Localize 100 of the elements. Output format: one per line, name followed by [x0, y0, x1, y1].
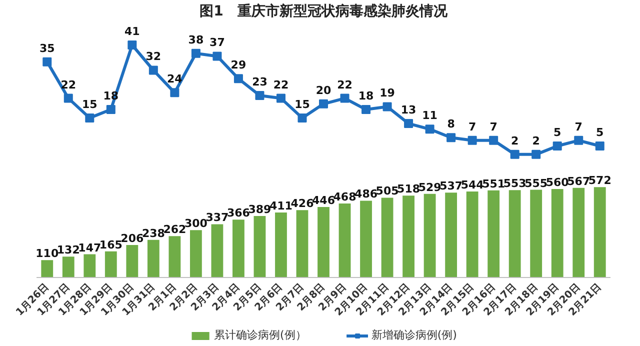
- data-label: 529: [418, 180, 442, 194]
- data-label: 366: [226, 206, 250, 220]
- point: [532, 150, 541, 159]
- point: [595, 142, 604, 150]
- data-label: 22: [337, 78, 352, 92]
- bar: [508, 190, 521, 278]
- data-label: 37: [210, 36, 225, 50]
- point: [382, 102, 392, 112]
- bar: [381, 198, 394, 278]
- point: [298, 113, 307, 122]
- point: [574, 136, 584, 145]
- point: [170, 88, 180, 98]
- data-label: 5: [554, 126, 562, 139]
- data-label: 551: [482, 177, 506, 190]
- bar: [530, 190, 542, 278]
- point: [362, 105, 371, 114]
- bar: [126, 244, 138, 278]
- data-label: 468: [333, 190, 356, 204]
- data-label: 446: [312, 194, 336, 208]
- bar: [41, 260, 54, 278]
- data-label: 7: [490, 120, 498, 134]
- bar: [466, 192, 478, 278]
- data-label: 5: [596, 126, 604, 139]
- data-label: 22: [60, 78, 76, 92]
- data-label: 560: [546, 176, 570, 189]
- point: [64, 94, 73, 103]
- data-label: 300: [184, 217, 208, 230]
- bar: [211, 224, 224, 278]
- data-label: 15: [82, 98, 98, 111]
- point: [234, 74, 243, 84]
- data-label: 19: [380, 86, 395, 100]
- bar: [572, 188, 585, 278]
- point: [85, 113, 94, 122]
- point: [446, 133, 456, 142]
- legend-label: 新增确诊病例(例): [371, 328, 457, 342]
- data-label: 7: [574, 120, 582, 134]
- data-label: 518: [397, 182, 420, 196]
- data-label: 132: [56, 244, 80, 257]
- data-label: 505: [376, 184, 399, 198]
- data-label: 553: [503, 177, 526, 190]
- bar: [147, 240, 160, 278]
- point: [42, 57, 52, 66]
- data-label: 555: [524, 176, 548, 190]
- data-label: 572: [588, 174, 612, 188]
- point: [212, 52, 222, 61]
- bar: [402, 196, 414, 278]
- point: [148, 66, 158, 75]
- data-label: 567: [567, 174, 590, 188]
- data-label: 18: [358, 90, 374, 103]
- bar: [254, 216, 266, 278]
- data-label: 389: [248, 203, 272, 216]
- bar: [424, 194, 436, 278]
- point: [510, 150, 520, 159]
- data-label: 20: [316, 84, 332, 97]
- bar: [594, 187, 606, 278]
- point: [468, 136, 477, 145]
- data-label: 8: [447, 118, 455, 131]
- data-label: 537: [440, 180, 463, 193]
- data-label: 411: [270, 200, 292, 213]
- bar: [275, 212, 287, 278]
- data-label: 110: [36, 247, 59, 260]
- point: [489, 136, 498, 145]
- data-label: 11: [422, 109, 438, 122]
- point: [191, 48, 200, 58]
- data-label: 13: [400, 104, 416, 117]
- data-label: 22: [273, 78, 289, 92]
- point: [255, 90, 264, 100]
- data-label: 486: [354, 188, 378, 201]
- point: [404, 119, 414, 128]
- bar: [318, 207, 330, 278]
- chart-title: 图1 重庆市新型冠状病毒感染肺炎情况: [200, 2, 448, 20]
- bar: [445, 192, 458, 278]
- point: [425, 124, 434, 134]
- data-label: 32: [146, 50, 162, 64]
- data-label: 15: [294, 98, 310, 111]
- bar: [232, 220, 244, 278]
- data-label: 337: [206, 211, 229, 224]
- data-label: 147: [78, 241, 102, 254]
- point: [319, 99, 328, 108]
- data-label: 23: [252, 75, 268, 88]
- data-label: 165: [99, 238, 122, 252]
- data-label: 238: [142, 226, 165, 240]
- data-label: 544: [460, 178, 484, 192]
- data-label: 2: [532, 134, 540, 148]
- point: [340, 94, 350, 103]
- bar: [296, 210, 308, 278]
- data-label: 262: [163, 223, 186, 236]
- data-label: 2: [511, 134, 519, 148]
- data-label: 206: [120, 232, 144, 245]
- point: [106, 105, 116, 114]
- bar: [168, 236, 181, 278]
- data-label: 29: [230, 58, 246, 72]
- point: [276, 94, 286, 103]
- bar: [551, 188, 564, 278]
- bar: [360, 200, 372, 278]
- bar: [84, 254, 96, 278]
- point: [552, 142, 562, 150]
- data-label: 38: [188, 33, 204, 46]
- data-label: 7: [468, 120, 476, 134]
- data-label: 426: [290, 197, 314, 210]
